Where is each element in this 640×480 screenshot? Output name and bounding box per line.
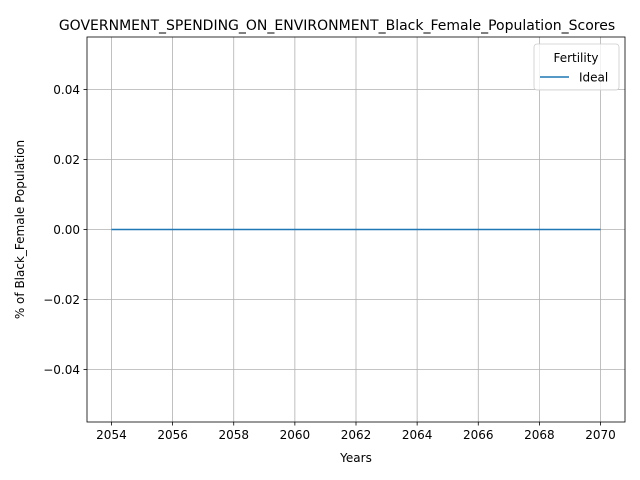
legend-entries: Ideal [540, 71, 608, 85]
x-tick-label: 2060 [280, 428, 311, 442]
y-axis-label: % of Black_Female Population [13, 140, 27, 319]
y-axis-ticks: −0.04 −0.02 0.00 0.02 0.04 [43, 83, 87, 377]
x-tick-label: 2062 [341, 428, 372, 442]
y-tick-label: −0.02 [43, 293, 80, 307]
legend-box [533, 43, 620, 91]
x-axis-ticks: 2054 2056 2058 2060 2062 2064 2066 2068 2070 [96, 422, 616, 442]
legend-title: Fertility [553, 51, 598, 65]
x-tick-label: 2070 [585, 428, 616, 442]
legend: Fertility Ideal [533, 43, 620, 91]
x-tick-label: 2064 [402, 428, 433, 442]
x-axis-label: Years [339, 451, 372, 465]
x-tick-label: 2058 [218, 428, 249, 442]
x-tick-label: 2056 [157, 428, 188, 442]
x-tick-label: 2068 [524, 428, 555, 442]
chart-title: GOVERNMENT_SPENDING_ON_ENVIRONMENT_Black… [59, 18, 615, 34]
x-tick-label: 2054 [96, 428, 127, 442]
x-tick-label: 2066 [463, 428, 494, 442]
y-tick-label: 0.00 [53, 223, 80, 237]
legend-label: Ideal [579, 71, 608, 85]
y-tick-label: 0.04 [53, 83, 80, 97]
y-tick-label: 0.02 [53, 153, 80, 167]
y-tick-label: −0.04 [43, 363, 80, 377]
